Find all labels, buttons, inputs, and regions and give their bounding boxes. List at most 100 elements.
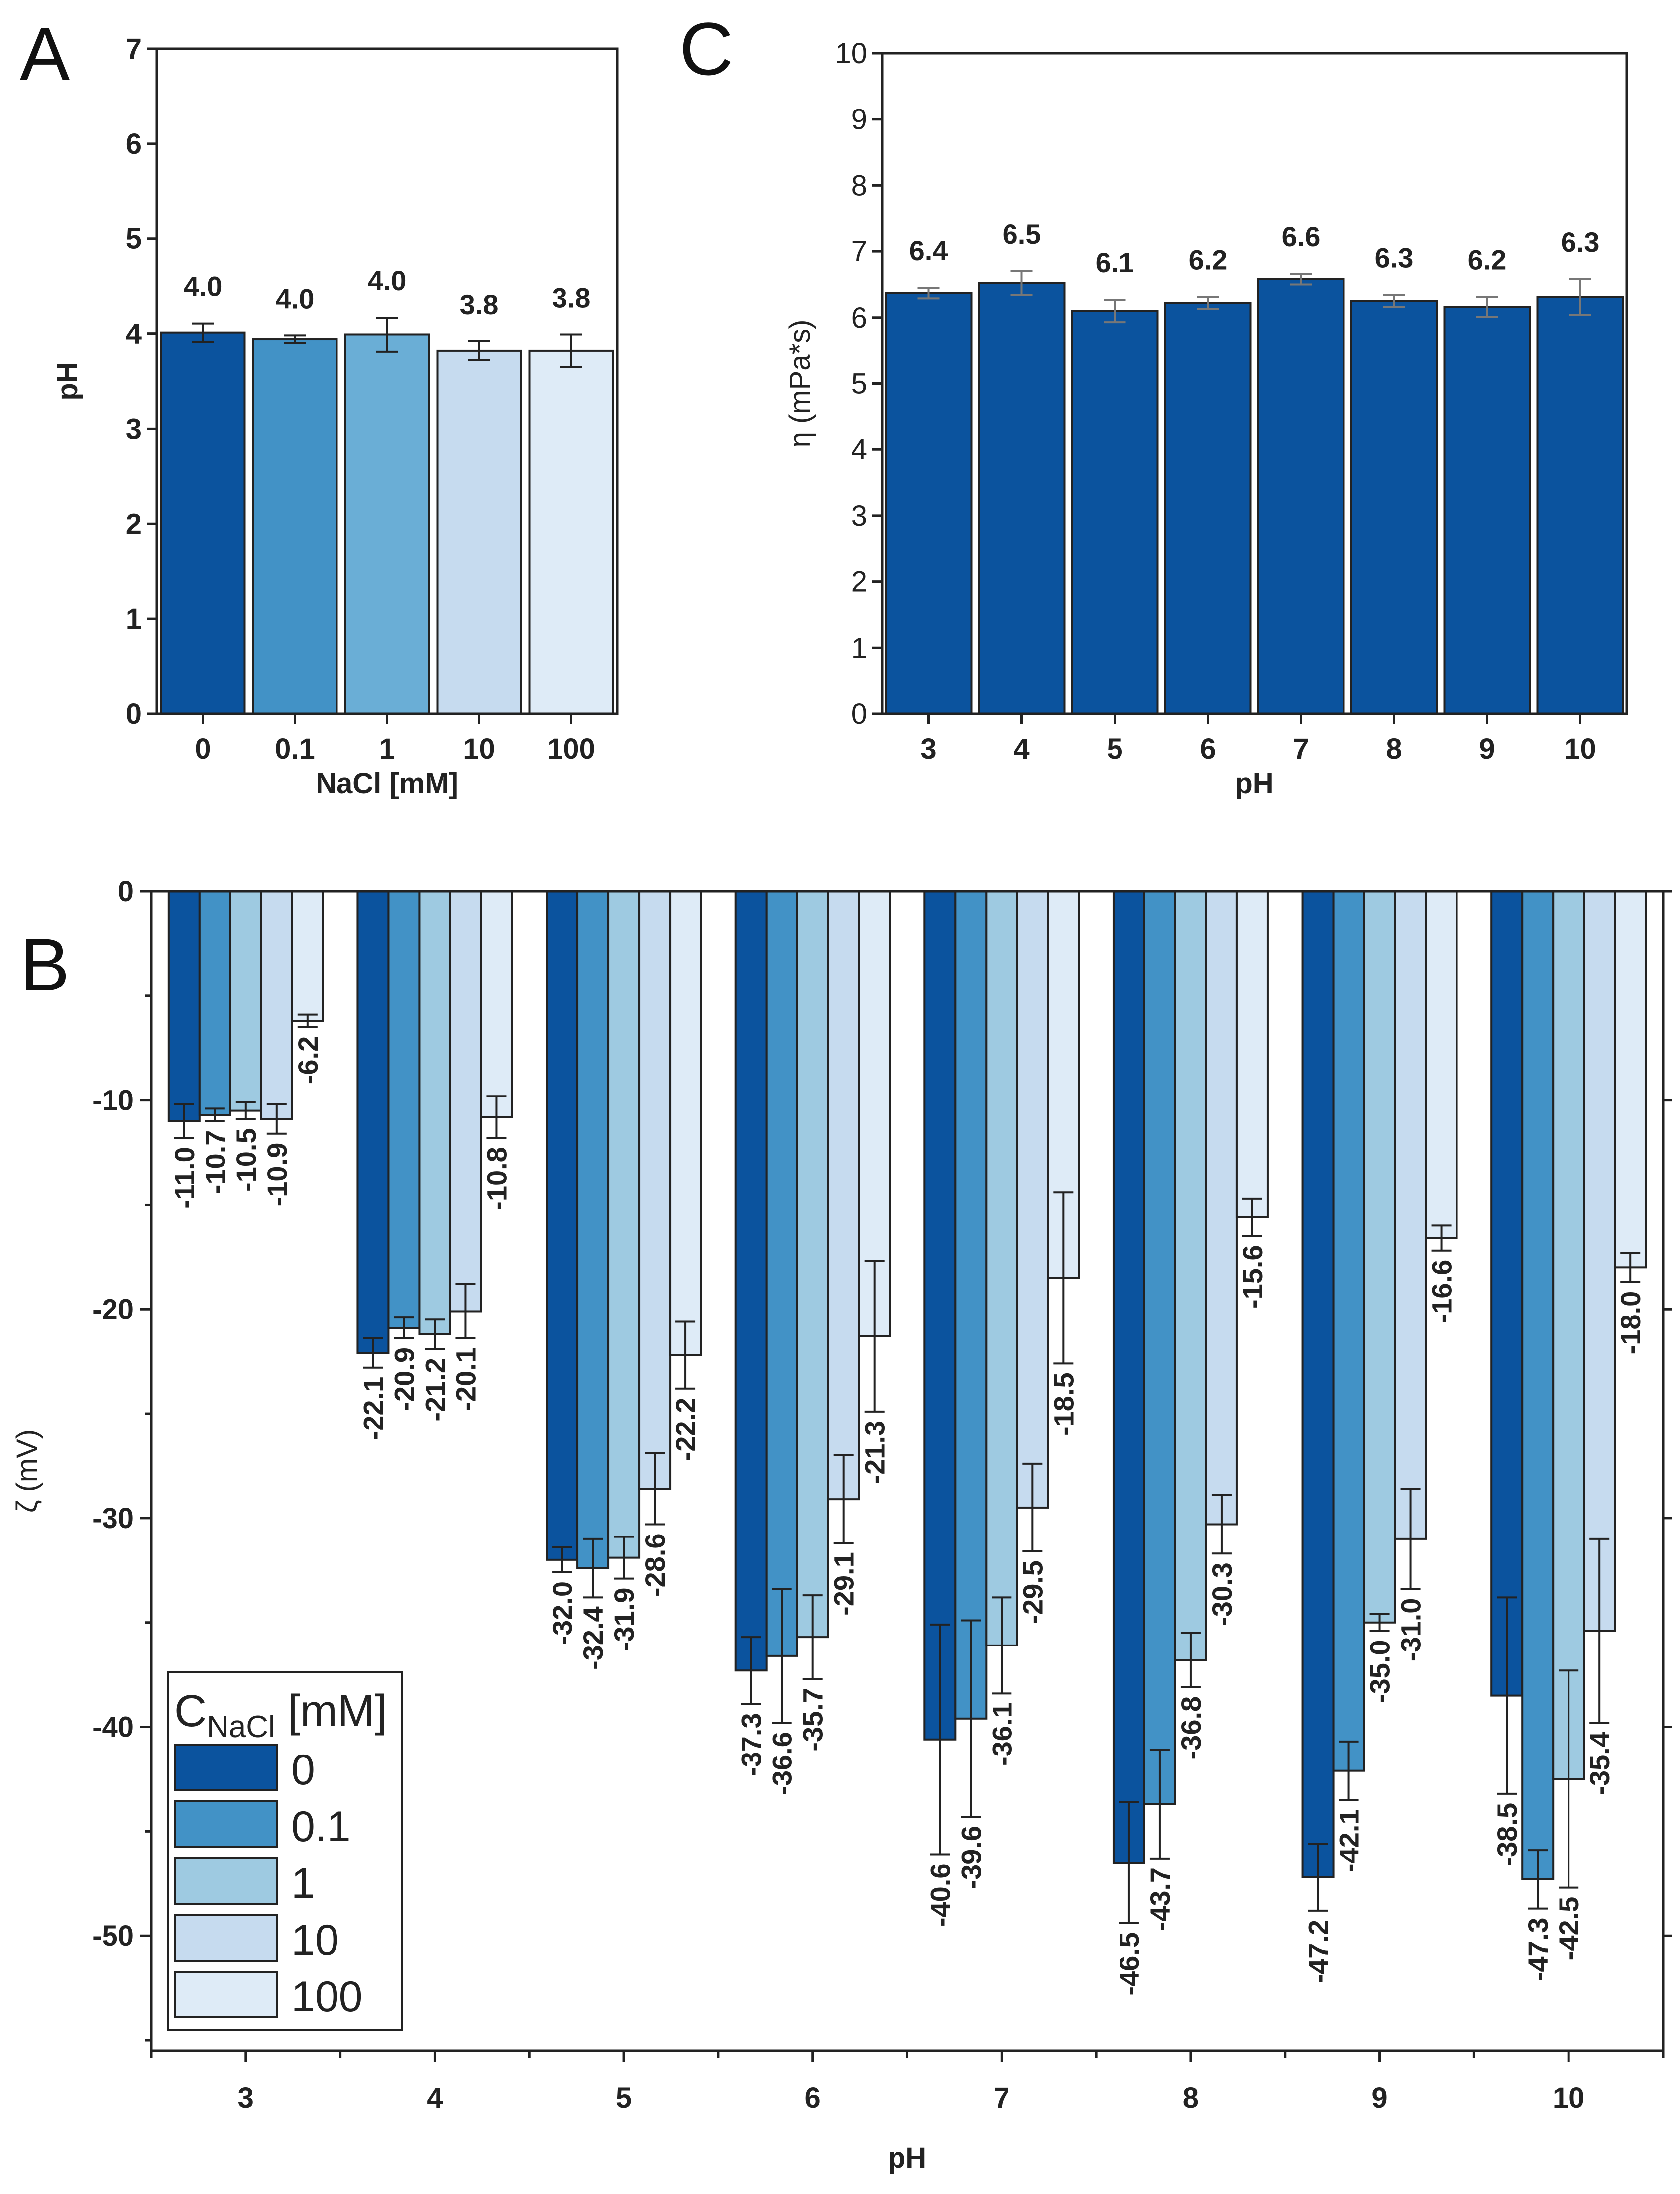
bar-value-label: 6.3 bbox=[1561, 226, 1600, 258]
bar-value-label: -11.0 bbox=[169, 1147, 200, 1209]
x-tick-label: 6 bbox=[805, 2082, 821, 2114]
bar-value-label: -31.9 bbox=[608, 1588, 640, 1651]
bar-value-label: -35.4 bbox=[1584, 1732, 1615, 1795]
bar-value-label: -36.6 bbox=[767, 1732, 798, 1795]
y-tick-label: 5 bbox=[851, 368, 867, 400]
bar-value-label: 6.6 bbox=[1282, 221, 1321, 252]
legend-swatch bbox=[174, 1914, 278, 1962]
x-axis-label: pH bbox=[888, 2142, 926, 2174]
bar-value-label: 4.0 bbox=[184, 271, 223, 302]
legend-entry-label: 1 bbox=[291, 1860, 315, 1907]
y-tick-label: 9 bbox=[851, 104, 867, 136]
bar-value-label: -39.6 bbox=[955, 1826, 987, 1889]
y-tick-label: 6 bbox=[851, 302, 867, 334]
panel-label-a: A bbox=[20, 12, 70, 96]
bar-value-label: -18.5 bbox=[1048, 1372, 1079, 1436]
x-tick-label: 3 bbox=[238, 2082, 254, 2114]
bar bbox=[160, 331, 246, 715]
bar-ph6-nacl1 bbox=[796, 890, 829, 1639]
bar-ph5-nacl0.1 bbox=[576, 890, 610, 1569]
y-tick-label: -40 bbox=[92, 1711, 134, 1744]
bar-ph9-nacl0 bbox=[1301, 890, 1335, 1878]
bar-ph8-nacl10 bbox=[1205, 890, 1238, 1526]
legend-swatch bbox=[174, 1971, 278, 2018]
bar-value-label: -29.1 bbox=[828, 1552, 860, 1616]
bar-value-label: 3.8 bbox=[552, 282, 591, 313]
bar-ph4-nacl0 bbox=[356, 890, 390, 1354]
x-tick-label: 10 bbox=[1564, 733, 1596, 765]
x-tick-label: 0.1 bbox=[275, 733, 315, 765]
bar bbox=[1164, 302, 1252, 715]
bar-ph4-nacl100 bbox=[480, 890, 513, 1118]
bar-ph6-nacl0 bbox=[734, 890, 768, 1672]
bar-ph5-nacl1 bbox=[607, 890, 641, 1559]
y-tick-label: 8 bbox=[851, 169, 867, 202]
x-tick-label: 7 bbox=[1293, 733, 1309, 765]
bar-value-label: -29.5 bbox=[1017, 1560, 1048, 1624]
bar-value-label: 6.4 bbox=[909, 235, 948, 266]
bar-value-label: -35.7 bbox=[797, 1688, 829, 1752]
bar-ph3-nacl10 bbox=[260, 890, 293, 1120]
bar bbox=[1536, 296, 1624, 715]
x-tick-label: 100 bbox=[547, 733, 595, 765]
bar-ph10-nacl100 bbox=[1614, 890, 1647, 1269]
bar-value-label: -28.6 bbox=[639, 1534, 671, 1597]
y-tick-label: -20 bbox=[92, 1293, 134, 1325]
bar-ph8-nacl100 bbox=[1235, 890, 1269, 1218]
bar-ph9-nacl0.1 bbox=[1332, 890, 1365, 1772]
bar-ph10-nacl1 bbox=[1552, 890, 1585, 1780]
chart-a-ph-vs-nacl: 0 1 2 3 4 5 6 7 4.0 0 4.0 0.1 4.0 1 3.8 10 3.8 100 NaCl [m… bbox=[51, 33, 619, 800]
legend-entry-label: 0 bbox=[291, 1746, 315, 1794]
chart-c-viscosity-vs-ph: 0 1 2 3 4 5 6 7 8 9 10 6.4 3 6.5 4 6.1 5 6.2 6 6.6 7 6.3 8 6.2 9… bbox=[784, 37, 1628, 800]
bar bbox=[344, 333, 430, 715]
y-tick-label: 7 bbox=[851, 235, 867, 268]
y-tick-label: 6 bbox=[126, 128, 142, 160]
x-tick-label: 9 bbox=[1479, 733, 1495, 765]
legend-entry-label: 100 bbox=[291, 1973, 363, 2021]
bar-value-label: -32.0 bbox=[547, 1581, 578, 1645]
y-tick-label: 1 bbox=[126, 603, 142, 635]
bar-ph8-nacl0.1 bbox=[1143, 890, 1176, 1805]
bar-value-label: -10.9 bbox=[261, 1143, 293, 1207]
bar-ph7-nacl0.1 bbox=[954, 890, 988, 1720]
bar-value-label: -47.3 bbox=[1522, 1918, 1554, 1981]
bar-value-label: -10.7 bbox=[200, 1130, 231, 1194]
bar-value-label: -36.1 bbox=[986, 1702, 1017, 1766]
bar-ph8-nacl1 bbox=[1174, 890, 1207, 1661]
y-tick-label: 5 bbox=[126, 223, 142, 255]
legend: CNaCl [mM] 0 0.1 1 10 100 bbox=[167, 1671, 403, 2031]
x-tick-label: 9 bbox=[1371, 2082, 1387, 2114]
y-tick-label: 3 bbox=[851, 500, 867, 532]
bar bbox=[1071, 310, 1159, 715]
bar-value-label: -35.0 bbox=[1364, 1640, 1396, 1704]
bar bbox=[436, 349, 522, 715]
y-tick-label: -10 bbox=[92, 1085, 134, 1117]
bar-value-label: -31.0 bbox=[1395, 1598, 1427, 1662]
bar-ph7-nacl10 bbox=[1016, 890, 1049, 1509]
bar-ph8-nacl0 bbox=[1112, 890, 1145, 1864]
bar-ph9-nacl100 bbox=[1425, 890, 1458, 1239]
bar-value-label: -42.1 bbox=[1334, 1809, 1365, 1872]
y-tick-label: 0 bbox=[851, 698, 867, 730]
bar-ph9-nacl10 bbox=[1394, 890, 1427, 1540]
bar-value-label: -18.0 bbox=[1615, 1291, 1646, 1355]
bar-value-label: -21.3 bbox=[859, 1421, 891, 1484]
bar-value-label: -43.7 bbox=[1144, 1867, 1176, 1931]
bar bbox=[528, 349, 614, 715]
bar-value-label: 4.0 bbox=[368, 265, 407, 296]
bar-ph4-nacl0.1 bbox=[387, 890, 421, 1329]
bar-ph4-nacl1 bbox=[418, 890, 451, 1335]
y-tick-label: -50 bbox=[92, 1920, 134, 1952]
bar-ph3-nacl1 bbox=[229, 890, 262, 1112]
x-tick-label: 8 bbox=[1183, 2082, 1199, 2114]
bar-value-label: -15.6 bbox=[1237, 1245, 1268, 1309]
bar bbox=[252, 338, 338, 715]
legend-swatch bbox=[174, 1744, 278, 1791]
y-tick-label: 1 bbox=[851, 632, 867, 664]
legend-entry-label: 10 bbox=[291, 1916, 339, 1964]
bar-value-label: 6.5 bbox=[1003, 219, 1041, 250]
x-tick-label: 10 bbox=[1553, 2082, 1585, 2114]
bar-value-label: -37.3 bbox=[736, 1713, 767, 1776]
bar-value-label: -32.4 bbox=[577, 1606, 609, 1670]
bar-value-label: -38.5 bbox=[1491, 1803, 1523, 1866]
